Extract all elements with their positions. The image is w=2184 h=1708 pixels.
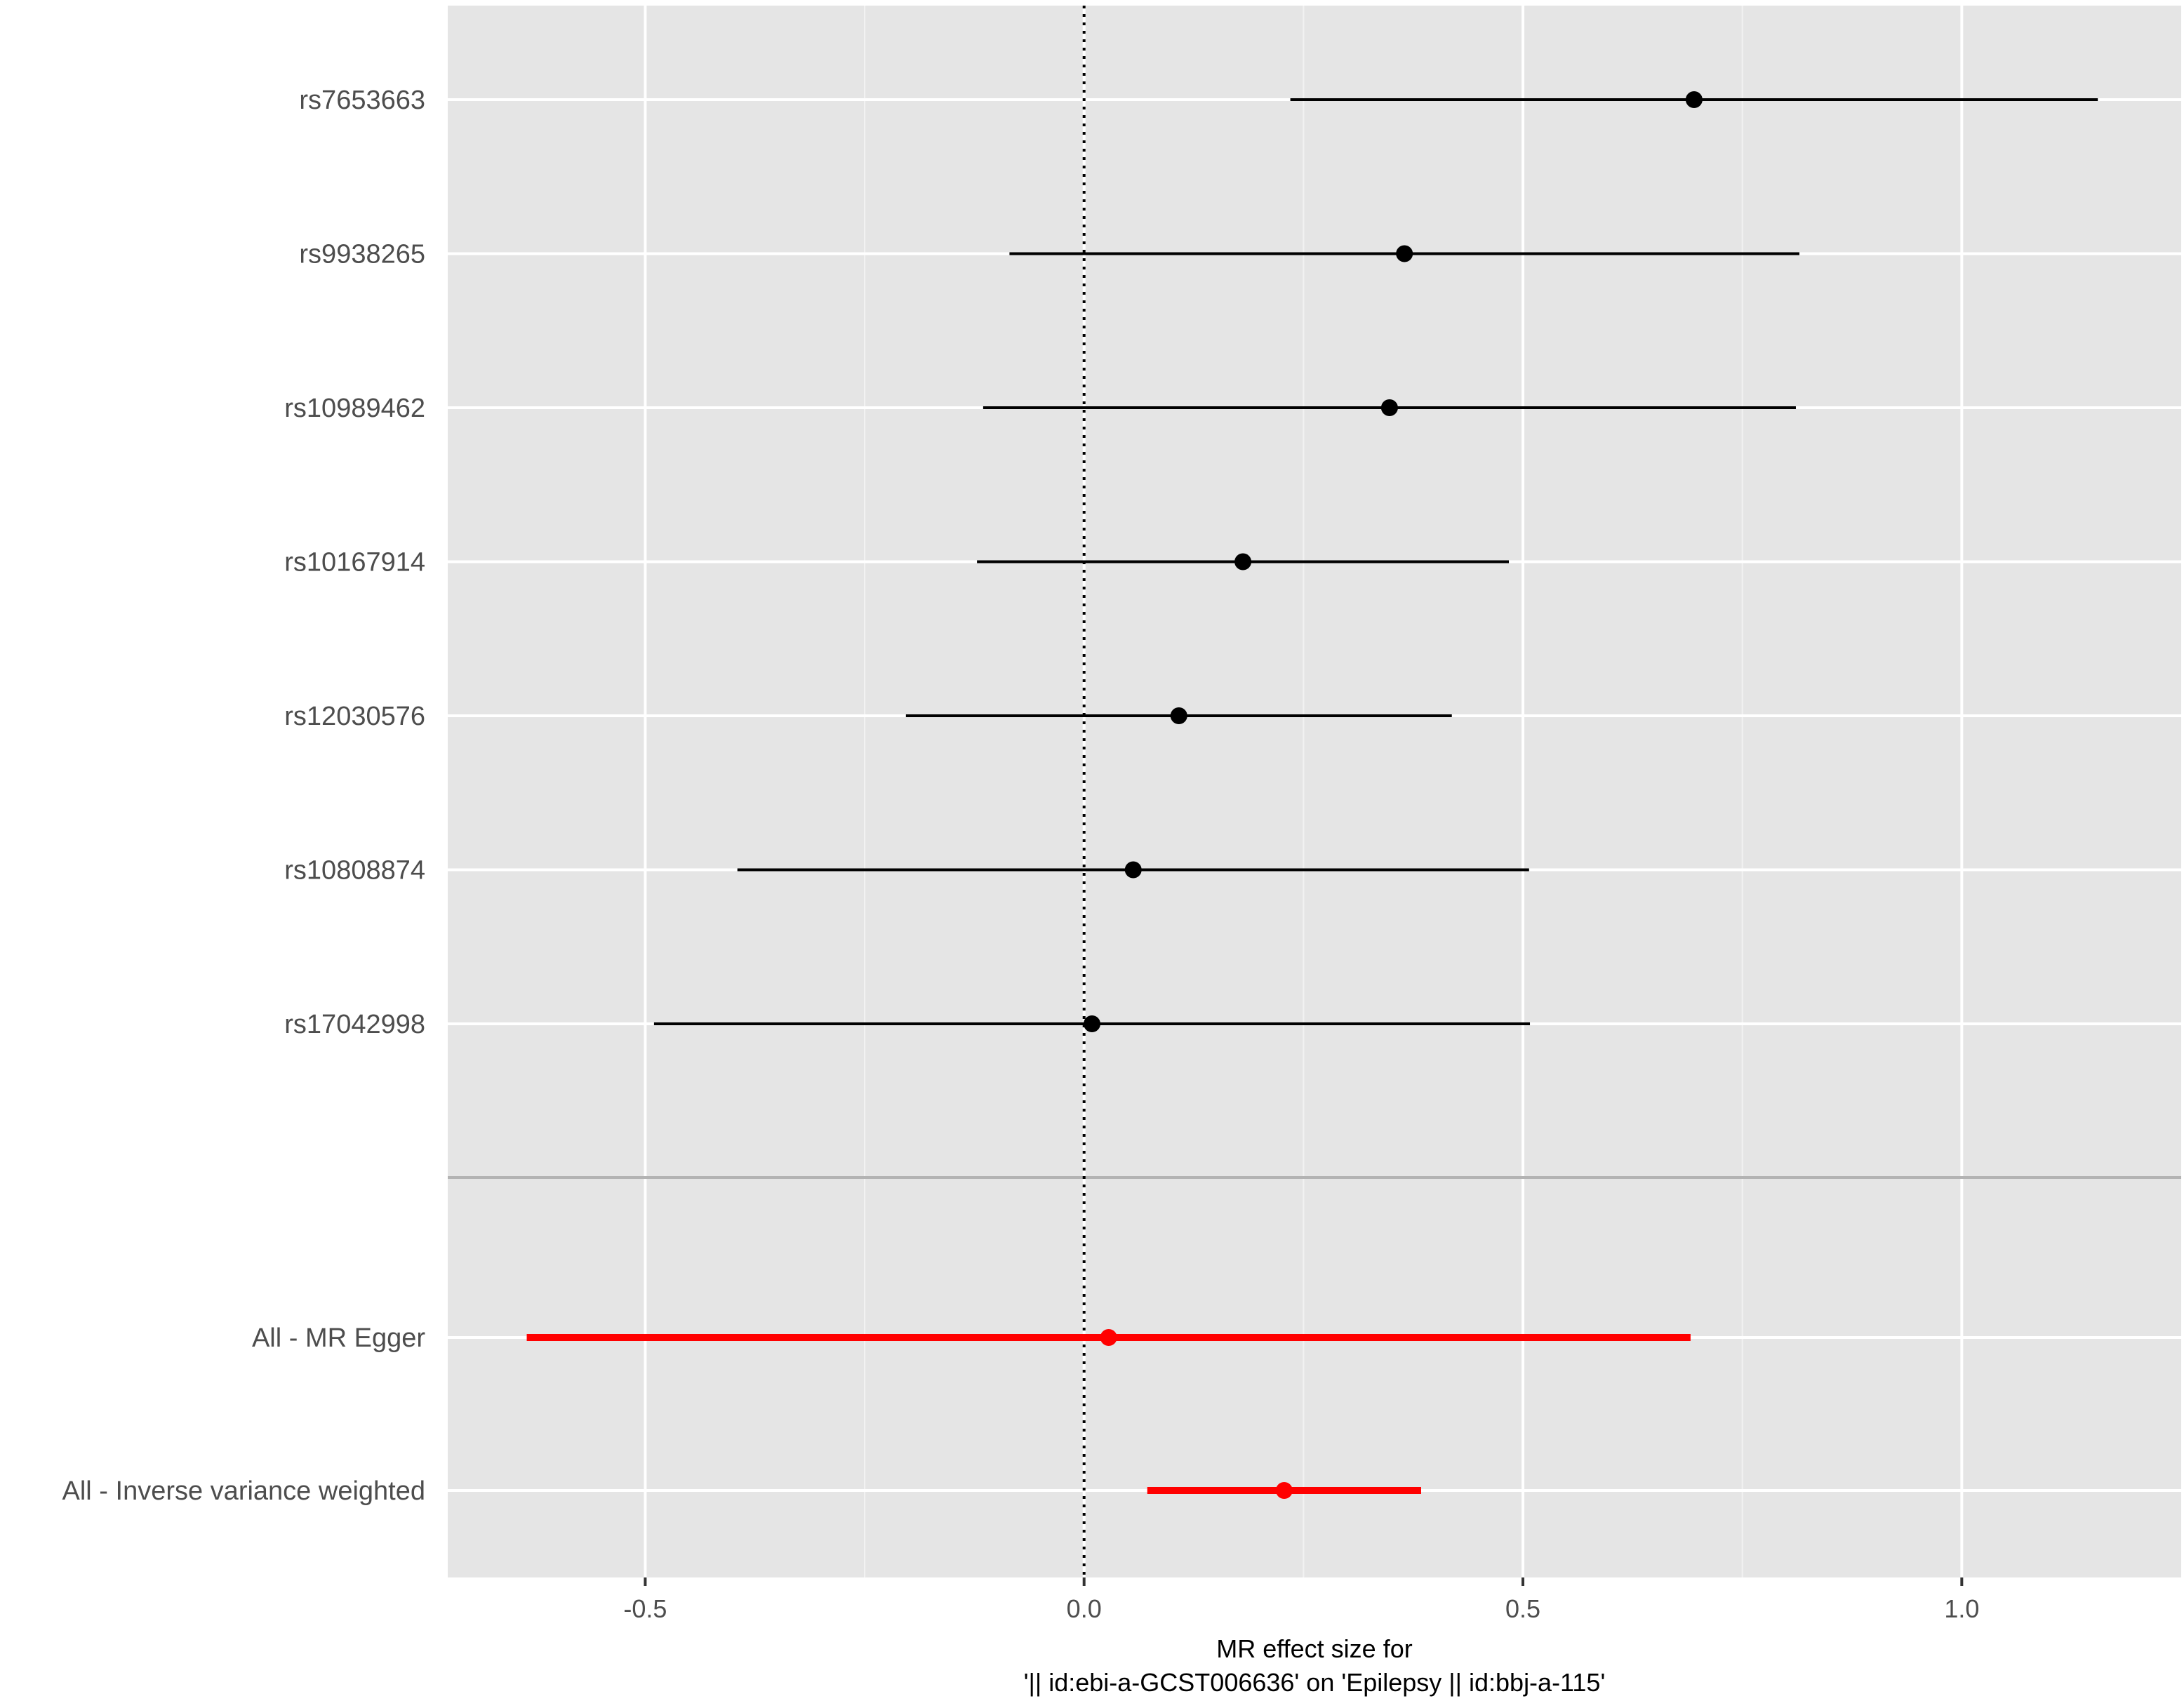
snp-label-4: rs12030576 bbox=[284, 702, 425, 731]
x-axis-title-line-2: '|| id:ebi-a-GCST006636' on 'Epilepsy ||… bbox=[1024, 1668, 1606, 1697]
snp-point-2 bbox=[1380, 399, 1398, 416]
chart-marks bbox=[526, 91, 2098, 1499]
plot-panel bbox=[448, 6, 2181, 1577]
x-tick-label-0: -0.5 bbox=[623, 1594, 667, 1623]
summary-point-0 bbox=[1100, 1329, 1117, 1346]
x-tick-label-2: 0.5 bbox=[1505, 1594, 1540, 1623]
snp-point-0 bbox=[1685, 91, 1703, 108]
x-axis-title-line-1: MR effect size for bbox=[1216, 1634, 1412, 1663]
snp-label-6: rs17042998 bbox=[284, 1010, 425, 1039]
snp-label-3: rs10167914 bbox=[284, 548, 425, 578]
snp-label-1: rs9938265 bbox=[299, 240, 425, 269]
snp-point-6 bbox=[1083, 1015, 1100, 1032]
summary-point-1 bbox=[1275, 1482, 1293, 1499]
snp-label-0: rs7653663 bbox=[299, 86, 425, 115]
summary-label-1: All - Inverse variance weighted bbox=[62, 1476, 425, 1506]
x-tick-label-1: 0.0 bbox=[1067, 1594, 1102, 1623]
snp-point-5 bbox=[1124, 861, 1142, 879]
y-axis-labels: rs7653663 rs9938265 rs10989462 rs10167914 rs… bbox=[62, 86, 426, 1506]
x-tick-label-3: 1.0 bbox=[1944, 1594, 1979, 1623]
snp-point-1 bbox=[1396, 245, 1413, 262]
snp-label-5: rs10808874 bbox=[284, 856, 425, 886]
snp-point-3 bbox=[1234, 553, 1252, 571]
summary-label-0: All - MR Egger bbox=[252, 1323, 425, 1353]
snp-point-4 bbox=[1170, 707, 1187, 724]
x-axis-ticks: -0.5 0.0 0.5 1.0 bbox=[623, 1577, 1979, 1623]
snp-label-2: rs10989462 bbox=[284, 394, 425, 423]
